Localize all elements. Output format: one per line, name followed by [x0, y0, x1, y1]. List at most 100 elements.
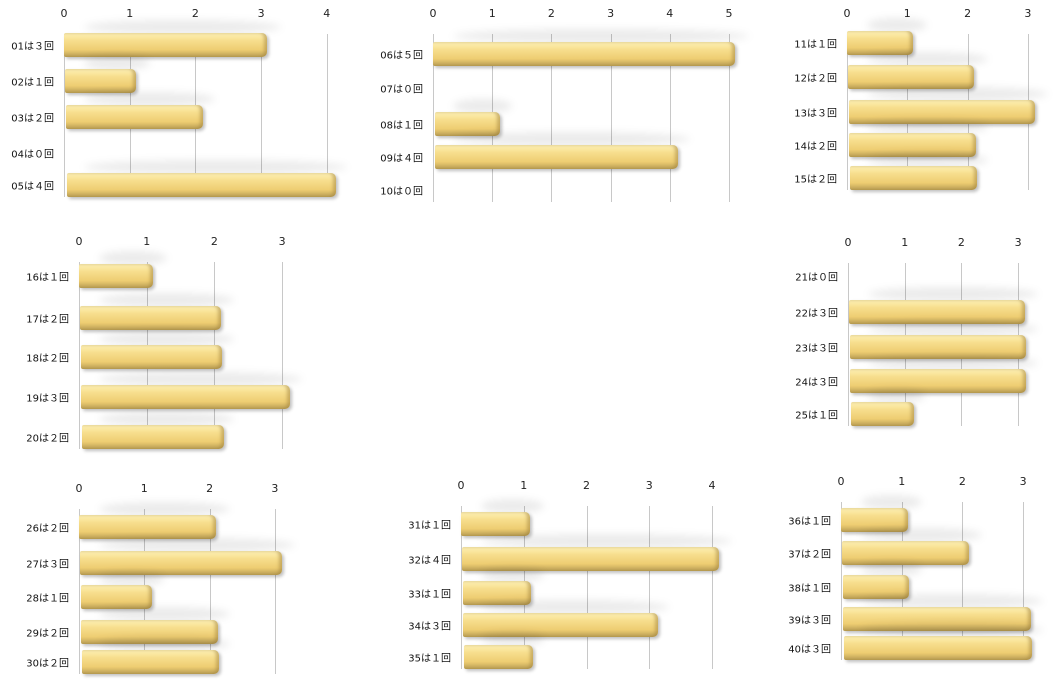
category-label: 35は１回 — [408, 653, 451, 665]
x-tick-label: 0 — [60, 7, 68, 20]
category-label: 05は４回 — [11, 181, 54, 193]
category-label: 31は１回 — [408, 520, 451, 532]
bar — [848, 300, 1025, 324]
x-tick-label: 2 — [958, 475, 966, 488]
x-tick-label: 1 — [901, 236, 909, 249]
bar — [842, 575, 910, 599]
bar-shadow — [99, 251, 167, 265]
category-label: 13は３回 — [794, 108, 837, 120]
bar — [461, 547, 719, 571]
gridline — [649, 506, 651, 669]
bar — [841, 541, 970, 565]
category-label: 37は２回 — [788, 549, 831, 561]
category-label: 33は１回 — [408, 589, 451, 601]
x-tick-label: 3 — [645, 479, 653, 492]
gridline — [962, 502, 964, 660]
gridline — [282, 262, 284, 449]
x-tick-label: 4 — [708, 479, 716, 492]
category-label: 34は３回 — [408, 621, 451, 633]
category-label: 09は４回 — [380, 153, 423, 165]
bar-shadow — [453, 29, 749, 43]
category-label: 14は２回 — [794, 141, 837, 153]
bar-shadow — [99, 412, 235, 426]
bar-shadow — [867, 120, 988, 134]
bar-shadow — [99, 332, 235, 346]
bar — [847, 65, 975, 89]
category-label: 23は３回 — [795, 343, 838, 355]
gridline — [847, 34, 848, 190]
bar-shadow — [481, 600, 670, 614]
bar — [435, 145, 679, 169]
bar-shadow — [868, 389, 925, 403]
category-label: 17は２回 — [26, 314, 69, 326]
x-tick-label: 0 — [837, 475, 845, 488]
bar-shadow — [99, 637, 230, 651]
bar-shadow — [868, 287, 1039, 301]
bar-shadow — [861, 528, 983, 542]
bar — [79, 264, 153, 288]
gridline — [841, 502, 842, 660]
bar — [843, 607, 1032, 631]
bar-shadow — [861, 562, 922, 576]
bar — [461, 512, 530, 536]
x-tick-label: 3 — [278, 235, 286, 248]
x-tick-label: 1 — [126, 7, 134, 20]
gridline — [729, 34, 730, 202]
x-tick-label: 1 — [903, 7, 911, 20]
x-tick-label: 0 — [75, 482, 83, 495]
bar-shadow — [481, 632, 544, 646]
bar-shadow — [453, 99, 513, 113]
gridline — [1023, 502, 1025, 660]
x-tick-label: 1 — [143, 235, 151, 248]
category-label: 29は２回 — [26, 628, 69, 640]
bar-shadow — [99, 293, 235, 307]
x-tick-label: 0 — [457, 479, 465, 492]
bar-shadow — [99, 372, 303, 386]
bar — [841, 508, 908, 532]
x-tick-label: 5 — [725, 7, 733, 20]
bar-shadow — [99, 572, 165, 586]
bar — [80, 585, 152, 609]
category-label: 04は０回 — [11, 149, 54, 161]
bar — [81, 620, 218, 644]
bar — [844, 636, 1033, 660]
category-label: 18は２回 — [26, 353, 69, 365]
category-label: 10は０回 — [380, 186, 423, 198]
bar — [434, 112, 500, 136]
gridline — [712, 506, 713, 669]
bar-shadow — [481, 534, 732, 548]
bar-shadow — [84, 20, 282, 34]
category-label: 11は１回 — [794, 39, 837, 51]
x-tick-label: 3 — [257, 7, 265, 20]
bar — [851, 402, 914, 426]
bar-shadow — [867, 153, 988, 167]
bar — [82, 425, 224, 449]
bar — [433, 42, 735, 66]
bar — [463, 613, 658, 637]
x-tick-label: 3 — [1019, 475, 1027, 488]
x-tick-label: 0 — [429, 7, 437, 20]
x-tick-label: 2 — [206, 482, 214, 495]
bar — [850, 369, 1027, 393]
bar — [79, 515, 216, 539]
gridline — [261, 34, 263, 197]
x-tick-label: 1 — [520, 479, 528, 492]
bar-shadow — [99, 607, 230, 621]
x-tick-label: 2 — [964, 7, 972, 20]
category-label: 40は３回 — [788, 644, 831, 656]
bar-shadow — [861, 495, 922, 509]
gridline — [326, 34, 328, 197]
category-label: 06は５回 — [380, 50, 423, 62]
bar — [81, 385, 291, 409]
x-tick-label: 4 — [666, 7, 674, 20]
bar-shadow — [84, 160, 347, 174]
bar — [849, 133, 976, 157]
category-label: 16は１回 — [26, 272, 69, 284]
category-label: 08は１回 — [380, 120, 423, 132]
bar-shadow — [84, 56, 150, 70]
x-tick-label: 3 — [607, 7, 615, 20]
gridline — [586, 506, 588, 669]
category-label: 21は０回 — [795, 272, 838, 284]
gridline — [461, 506, 462, 669]
bar-shadow — [99, 502, 230, 516]
